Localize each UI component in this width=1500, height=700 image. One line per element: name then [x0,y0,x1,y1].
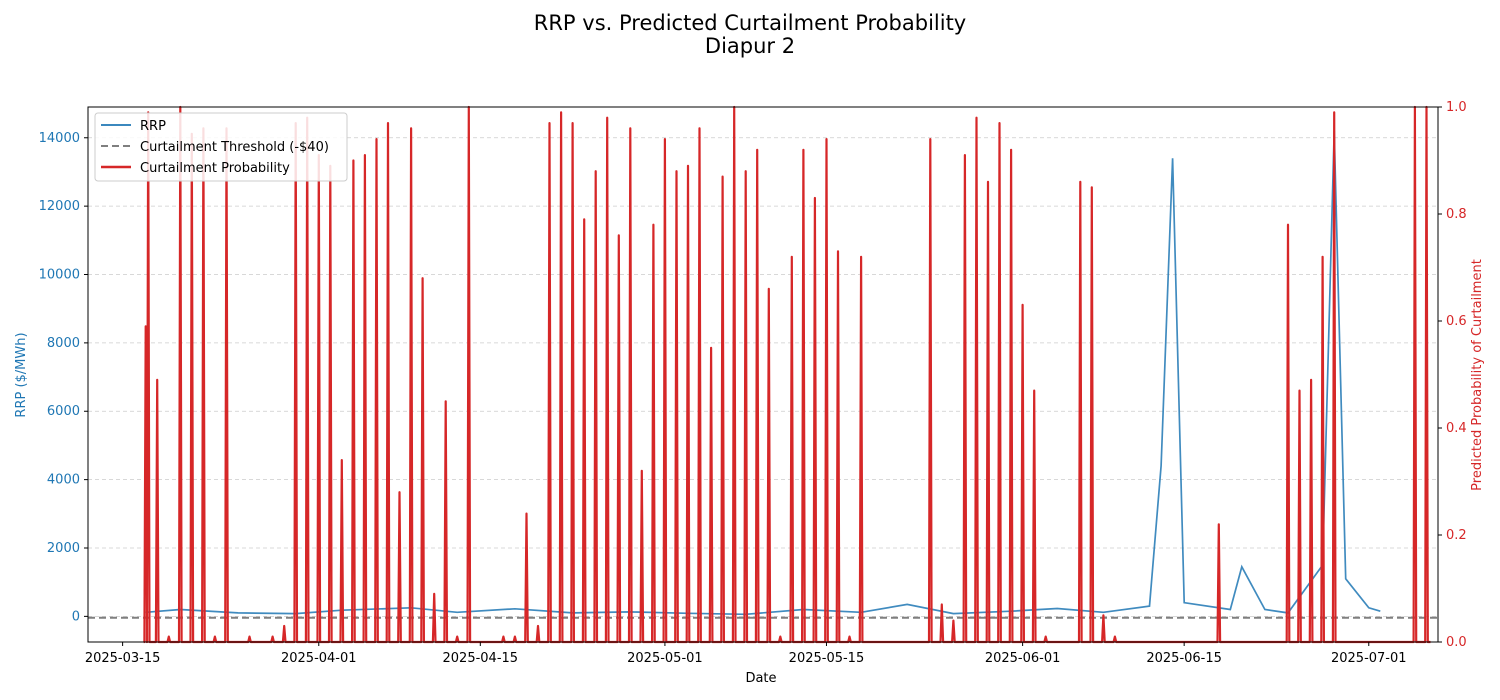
legend-label-probability: Curtailment Probability [140,161,290,176]
y-left-tick-label: 2000 [47,541,80,556]
y-right-tick-label: 0.2 [1446,528,1467,543]
y-left-tick-label: 12000 [39,199,80,214]
y-right-tick-label: 1.0 [1446,100,1467,115]
y-left-tick-label: 0 [72,609,80,624]
probability-series-line [143,105,1431,644]
y-left-tick-label: 8000 [47,336,80,351]
y-right-tick-label: 0.4 [1446,421,1467,436]
y-left-axis-label: RRP ($/MWh) [14,332,29,417]
y-right-axis-label: Predicted Probability of Curtailment [1470,259,1485,491]
x-axis-label: Date [745,671,776,686]
legend-box [94,112,348,182]
y-right-tick-label: 0.0 [1446,635,1467,650]
x-tick-label: 2025-05-01 [627,651,703,666]
y-left-tick-label: 10000 [39,268,80,283]
y-right-tick-label: 0.8 [1446,207,1467,222]
chart-subtitle: Diapur 2 [705,34,795,58]
x-tick-label: 2025-07-01 [1331,651,1407,666]
plot-frame [87,106,1439,643]
y-left-tick-label: 6000 [47,404,80,419]
y-left-axis-ticks: 0 2000 4000 6000 8000 10000 12000 14000 [39,131,88,624]
legend-label-threshold: Curtailment Threshold (-$40) [140,140,329,155]
x-tick-label: 2025-05-15 [789,651,865,666]
x-tick-label: 2025-06-01 [985,651,1061,666]
grid-lines [88,137,1438,617]
x-tick-label: 2025-04-01 [281,651,357,666]
x-tick-label: 2025-04-15 [443,651,519,666]
y-left-tick-label: 14000 [39,131,80,146]
y-left-tick-label: 4000 [47,473,80,488]
legend: RRP Curtailment Threshold (-$40) Curtail… [94,112,348,182]
y-right-tick-label: 0.6 [1446,314,1467,329]
legend-label-rrp: RRP [140,119,166,134]
y-right-axis-ticks: 0.0 0.2 0.4 0.6 0.8 1.0 [1438,100,1467,650]
chart-title: RRP vs. Predicted Curtailment Probabilit… [534,11,966,35]
x-axis-ticks: 2025-03-15 2025-04-01 2025-04-15 2025-05-01… [85,642,1407,666]
x-tick-label: 2025-03-15 [85,651,161,666]
rrp-series-line [145,130,1381,616]
x-tick-label: 2025-06-15 [1146,651,1222,666]
